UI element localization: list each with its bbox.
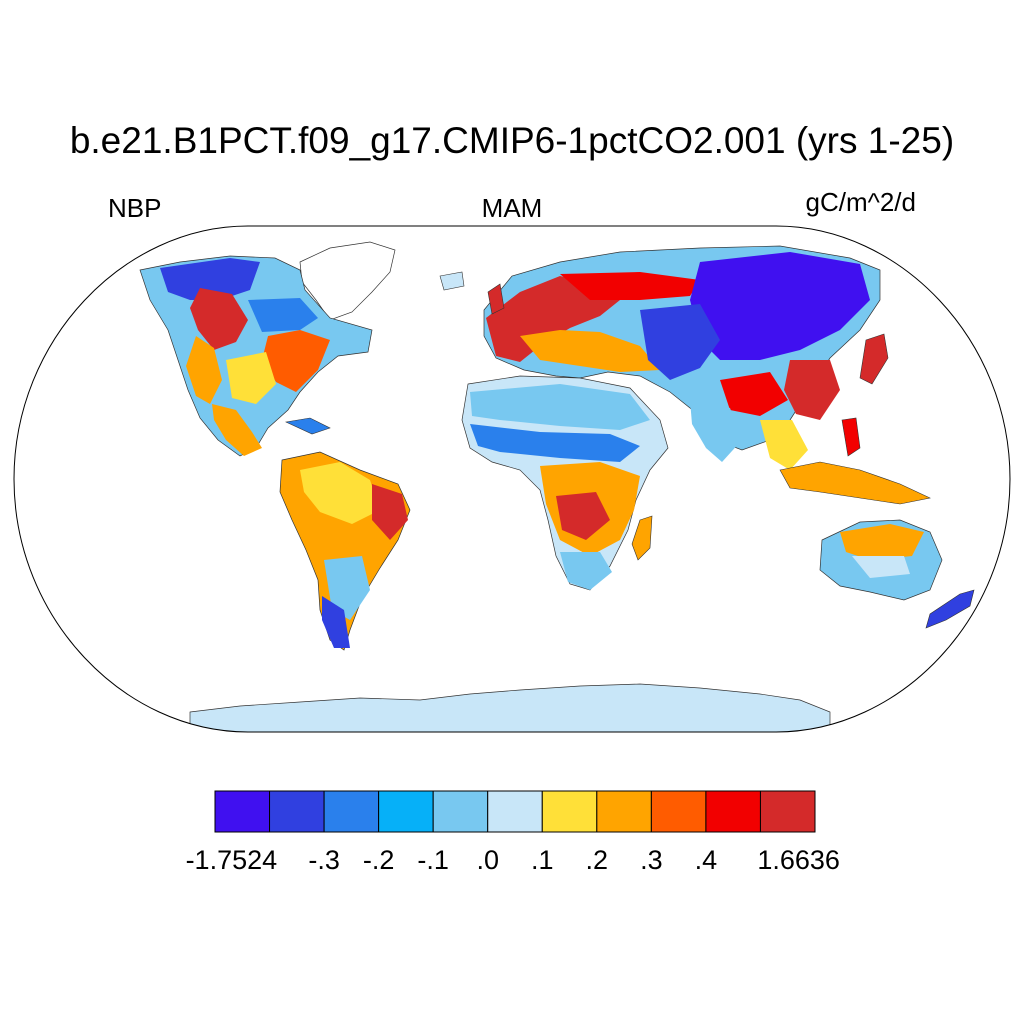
colorbar-label: .2	[586, 845, 609, 875]
colorbar-label: -.1	[417, 845, 449, 875]
patch-na-east-pos	[262, 330, 330, 392]
colorbar-label: .3	[640, 845, 663, 875]
figure-title: b.e21.B1PCT.f09_g17.CMIP6-1pctCO2.001 (y…	[70, 120, 954, 161]
patch-se-asia	[760, 420, 808, 470]
patch-na-central	[226, 352, 276, 404]
patch-siberia-neg	[690, 252, 870, 360]
patch-russia-pos	[560, 272, 700, 300]
patch-india	[690, 400, 742, 462]
units-label: gC/m^2/d	[806, 187, 916, 217]
colorbar-swatch	[541, 790, 598, 833]
patch-central-asia	[640, 304, 720, 380]
colorbar-swatch	[432, 790, 489, 833]
colorbar-swatch	[705, 790, 761, 833]
patch-china-east-pos	[784, 360, 840, 420]
region-madagascar	[631, 515, 653, 561]
patch-na-west-pos	[190, 288, 248, 350]
map-border	[13, 225, 1011, 733]
patch-sa-south	[324, 556, 370, 620]
patch-mexico	[212, 404, 262, 456]
patch-na-west-mix	[186, 336, 222, 404]
patch-australia-central	[852, 556, 910, 578]
patch-tibet	[720, 372, 788, 416]
colorbar-swatch	[214, 790, 271, 833]
colorbar-label: -1.7524	[186, 845, 278, 875]
variable-label: NBP	[108, 193, 161, 223]
region-iceland	[439, 271, 465, 291]
colorbar	[214, 790, 816, 833]
patch-sahel-neg	[470, 424, 640, 462]
patch-sa-patagonia-neg	[322, 596, 350, 648]
patch-australia-north-pos	[840, 524, 924, 560]
colorbar-label: .4	[695, 845, 718, 875]
region-greenland	[299, 241, 396, 321]
patch-europe-pos	[486, 276, 620, 362]
region-japan	[859, 333, 889, 385]
colorbar-swatch	[487, 790, 543, 833]
patch-sa-east-pos	[372, 484, 408, 540]
patch-congo-pos	[556, 492, 610, 540]
colorbar-swatch	[378, 790, 434, 833]
patch-sa-amazon-pos	[300, 462, 380, 524]
patch-europe-south-mix	[520, 330, 660, 372]
region-philippines	[841, 417, 861, 457]
colorbar-swatch	[323, 790, 380, 833]
colorbar-swatch	[596, 790, 652, 833]
colorbar-label: .1	[531, 845, 554, 875]
patch-sahara	[470, 384, 650, 430]
season-label: MAM	[482, 193, 543, 223]
region-indonesia	[779, 461, 931, 505]
patch-south-africa	[560, 552, 612, 590]
colorbar-labels: -1.7524 -.3 -.2 -.1 .0 .1 .2 .3 .4 1.6636	[186, 845, 840, 875]
region-new-zealand	[925, 589, 975, 629]
region-caribbean	[284, 417, 331, 435]
patch-na-boreal-neg	[160, 258, 260, 300]
map-panel	[13, 225, 1011, 733]
colorbar-label: -.2	[363, 845, 395, 875]
colorbar-label: .0	[476, 845, 499, 875]
colorbar-swatch	[650, 790, 707, 833]
region-uk	[487, 283, 505, 315]
colorbar-label: 1.6636	[757, 845, 840, 875]
colorbar-swatch	[759, 790, 816, 833]
colorbar-swatch	[269, 790, 325, 833]
patch-na-hudson-neg	[248, 298, 318, 332]
colorbar-label: -.3	[308, 845, 340, 875]
